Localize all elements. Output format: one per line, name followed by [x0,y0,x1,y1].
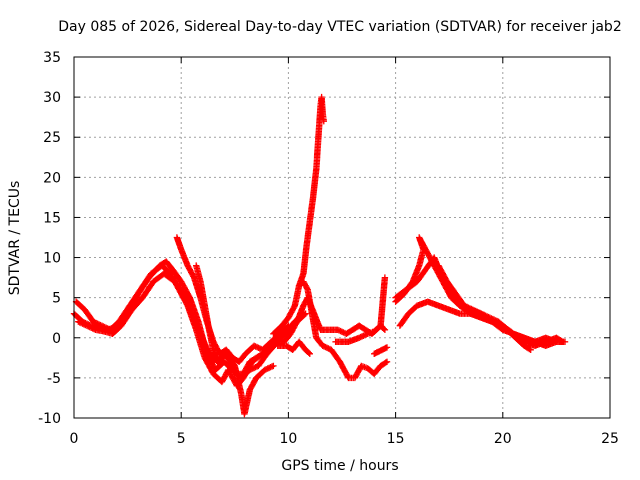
axis-ticks: 0 5 10 15 20 25 -10 -5 0 5 10 15 20 25 30 35 [38,50,619,447]
data-series [70,93,569,418]
series-markers [371,344,391,357]
chart-title: Day 085 of 2026, Sidereal Day-to-day VTE… [58,19,621,35]
series-track-8 [274,338,313,357]
y-tick-label: -5 [47,371,61,387]
series-markers [295,93,327,289]
series-track-9 [295,93,327,289]
y-tick-label: 0 [52,331,61,347]
x-tick-label: 25 [601,431,619,447]
series-markers [332,274,389,345]
y-tick-label: 25 [43,130,61,146]
series-markers [274,338,313,357]
x-tick-label: 20 [494,431,512,447]
x-tick-label: 15 [387,431,405,447]
plot-frame [73,56,611,419]
x-tick-label: 10 [279,431,297,447]
series-track-5 [193,262,266,378]
x-axis-label: GPS time / hours [281,458,398,474]
y-tick-label: 10 [43,251,61,267]
series-markers [435,262,534,353]
series-track-15 [435,262,534,353]
y-tick-label: 30 [43,90,61,106]
y-tick-label: 15 [43,210,61,226]
x-tick-label: 5 [177,431,186,447]
y-axis-label: SDTVAR / TECUs [7,181,23,296]
x-tick-label: 0 [70,431,79,447]
y-tick-label: 5 [52,291,61,307]
y-tick-label: 20 [43,170,61,186]
y-tick-label: 35 [43,50,61,66]
series-track-11 [371,344,391,357]
y-tick-label: -10 [38,411,61,427]
series-markers [193,262,266,378]
series-track-10 [332,274,389,345]
